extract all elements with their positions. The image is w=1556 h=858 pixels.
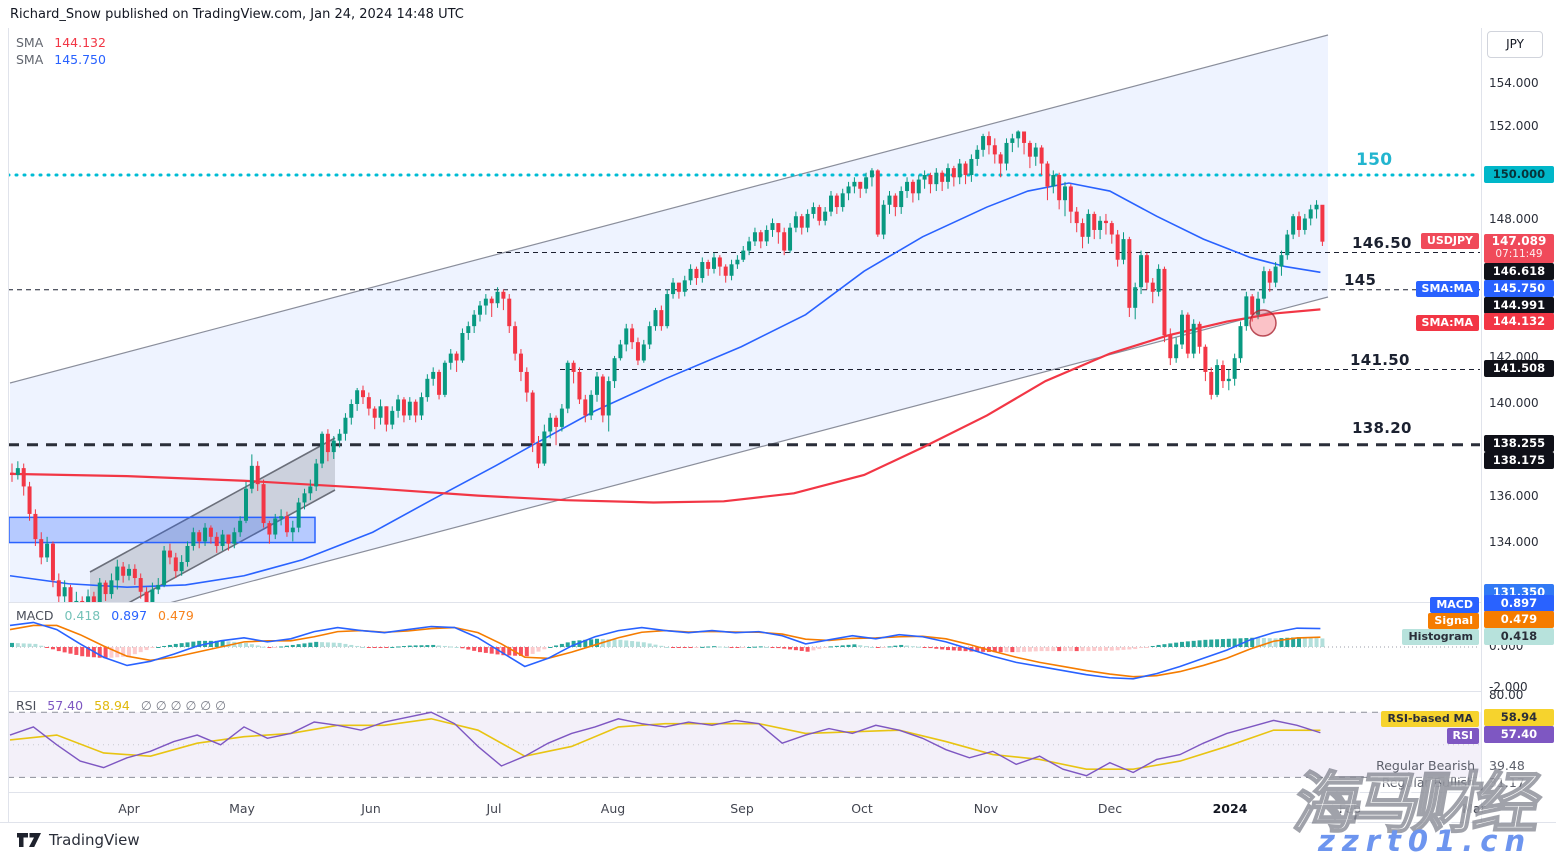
time-axis-label-apr[interactable]: Apr <box>118 801 140 816</box>
time-axis-label-jun[interactable]: Jun <box>361 801 381 816</box>
axis-bottom-border <box>0 822 1556 823</box>
divergence-value: 39.48 <box>1489 758 1525 773</box>
scale-price-box: 58.94 <box>1484 709 1554 726</box>
time-axis-label-nov[interactable]: Nov <box>973 801 999 816</box>
divergence-value: 31.17 <box>1489 775 1525 790</box>
watermark-url: zzrt01.cn <box>1318 824 1533 858</box>
chart-left-border <box>8 28 9 822</box>
publish-attribution: Richard_Snow published on TradingView.co… <box>10 7 464 22</box>
sma-red-tag: SMA:MA <box>1415 315 1479 331</box>
level-14650-label: 146.50 <box>1352 234 1412 252</box>
sma-value-red: 144.132 <box>54 35 106 50</box>
currency-toggle-button[interactable]: JPY <box>1487 31 1543 58</box>
macd-tag: MACD <box>1430 597 1479 613</box>
chart-canvas[interactable] <box>8 28 1481 822</box>
scale-price-box: 0.418 <box>1484 628 1554 645</box>
time-axis-label-feb[interactable]: Feb <box>1338 801 1362 816</box>
divergence-empty-inputs: ∅ ∅ ∅ ∅ ∅ ∅ <box>140 698 227 713</box>
sma-legend-row-1[interactable]: SMA 144.132 <box>16 35 106 50</box>
scale-tick: 140.000 <box>1489 396 1539 410</box>
sma-value-blue: 145.750 <box>54 52 106 67</box>
time-axis-label-aug[interactable]: Aug <box>600 801 626 816</box>
price-scale[interactable] <box>1482 28 1556 822</box>
level-145-label: 145 <box>1344 271 1377 289</box>
scale-tick: 80.00 <box>1489 688 1524 702</box>
scale-price-box: 144.132 <box>1484 313 1554 330</box>
scale-tick: 154.000 <box>1489 76 1539 90</box>
scale-tick: 152.000 <box>1489 119 1539 133</box>
scale-price-box: 150.000 <box>1484 166 1554 183</box>
macd-rsi-divider[interactable] <box>8 691 1556 692</box>
time-axis-label-may[interactable]: May <box>229 801 255 816</box>
macd-line-value: 0.897 <box>111 608 148 623</box>
scale-tick: 136.000 <box>1489 489 1539 503</box>
signal-tag: Signal <box>1428 613 1479 629</box>
last-price-countdown-box: 147.089 07:11:49 <box>1484 234 1554 263</box>
scale-price-box: 57.40 <box>1484 726 1554 743</box>
sma-legend-row-2[interactable]: SMA 145.750 <box>16 52 106 67</box>
level-14150-label: 141.50 <box>1350 351 1410 369</box>
sma-blue-tag: SMA:MA <box>1415 281 1479 297</box>
time-axis-label-jul[interactable]: Jul <box>486 801 502 816</box>
histogram-tag: Histogram <box>1402 629 1479 645</box>
tradingview-logo[interactable]: TradingView <box>16 831 140 849</box>
scale-price-box: 145.750 <box>1484 280 1554 297</box>
scale-price-box: 138.175 <box>1484 452 1554 469</box>
time-axis-label-dec[interactable]: Dec <box>1097 801 1123 816</box>
scale-tick: -2.000 <box>1489 680 1528 694</box>
scale-price-box: 0.479 <box>1484 611 1554 628</box>
rsi-value: 57.40 <box>47 698 84 713</box>
rsi-ma-value: 58.94 <box>94 698 130 713</box>
time-axis-label-2024[interactable]: 2024 <box>1212 801 1248 816</box>
tradingview-logo-text: TradingView <box>49 831 140 849</box>
time-axis-label-mar[interactable]: Mar <box>1462 801 1486 816</box>
scale-price-box: 0.897 <box>1484 595 1554 612</box>
scale-price-box: 144.991 <box>1484 297 1554 314</box>
scale-price-box: 138.255 <box>1484 435 1554 452</box>
rsi-axis-divider <box>8 792 1556 793</box>
divergence-label: Regular Bearish <box>1376 758 1475 773</box>
time-axis-label-sep[interactable]: Sep <box>730 801 754 816</box>
scale-tick: 134.000 <box>1489 535 1539 549</box>
rsi-tag: RSI <box>1446 728 1479 744</box>
divergence-label: Regular Bullish <box>1381 775 1475 790</box>
level-13820-label: 138.20 <box>1352 419 1412 437</box>
tradingview-logo-icon <box>17 833 41 847</box>
macd-signal-value: 0.479 <box>158 608 194 623</box>
rsi-title: RSI <box>16 698 37 713</box>
rsi-legend[interactable]: RSI 57.40 58.94 ∅ ∅ ∅ ∅ ∅ ∅ <box>16 698 226 713</box>
time-axis-label-oct[interactable]: Oct <box>851 801 873 816</box>
macd-legend[interactable]: MACD 0.418 0.897 0.479 <box>16 608 194 623</box>
price-macd-divider[interactable] <box>8 602 1556 603</box>
header-bar: Richard_Snow published on TradingView.co… <box>0 0 1556 28</box>
symbol-tag-usdjpy: USDJPY <box>1420 233 1479 249</box>
sma-label: SMA <box>16 52 44 67</box>
scale-separator <box>1481 28 1482 822</box>
macd-title: MACD <box>16 608 54 623</box>
scale-price-box: 141.508 <box>1484 360 1554 377</box>
scale-price-box: 146.618 <box>1484 263 1554 280</box>
scale-tick: 148.000 <box>1489 212 1539 226</box>
level-150-label: 150 <box>1356 150 1393 170</box>
time-axis[interactable]: Apr May Jun Jul Aug Sep Oct Nov Dec 2024 Feb Mar <box>0 793 1556 822</box>
sma-label: SMA <box>16 35 44 50</box>
macd-hist-value: 0.418 <box>64 608 101 623</box>
rsi-ma-tag: RSI-based MA <box>1381 711 1479 727</box>
